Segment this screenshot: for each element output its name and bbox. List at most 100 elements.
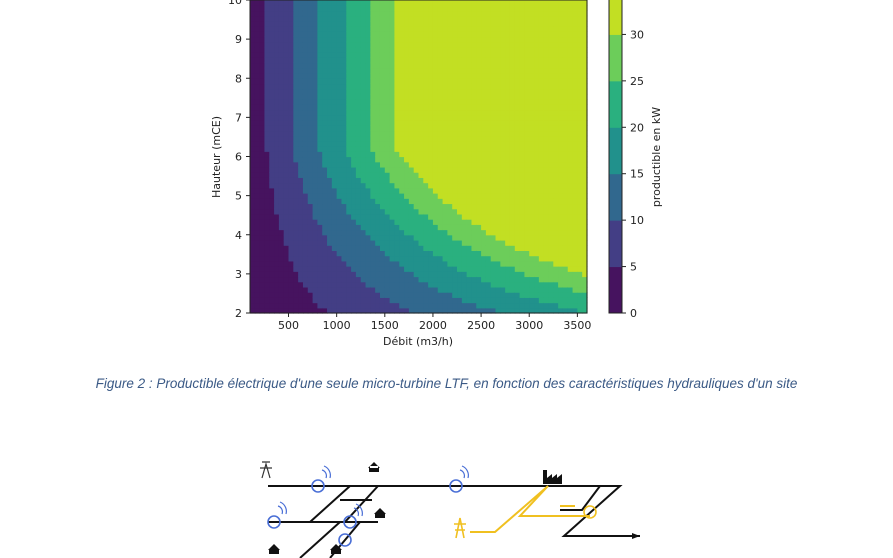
contour-cell [302, 62, 309, 69]
contour-cell [346, 36, 352, 43]
contour-cell [341, 208, 347, 215]
contour-cell [577, 140, 583, 147]
contour-cell [317, 286, 323, 293]
contour-cell [288, 260, 294, 267]
contour-cell [432, 245, 439, 251]
contour-cell [461, 177, 468, 184]
contour-cell [476, 281, 482, 288]
contour-cell [428, 286, 434, 293]
contour-cell [293, 31, 299, 38]
contour-cell [514, 83, 521, 90]
contour-cell [461, 166, 468, 173]
contour-cell [495, 67, 501, 74]
contour-cell [505, 172, 511, 178]
contour-cell [254, 0, 261, 6]
contour-cell [471, 281, 477, 288]
contour-cell [428, 219, 434, 225]
contour-cell [312, 239, 318, 246]
contour-cell [514, 307, 521, 314]
contour-cell [548, 109, 554, 116]
contour-cell [490, 5, 497, 12]
contour-cell [428, 276, 434, 283]
contour-cell [250, 10, 256, 17]
contour-cell [442, 130, 448, 137]
contour-cell [312, 140, 318, 147]
contour-cell [302, 286, 309, 293]
contour-cell [466, 156, 473, 163]
contour-cell [413, 161, 420, 168]
contour-cell [389, 0, 396, 6]
contour-cell [553, 57, 559, 64]
contour-cell [317, 292, 323, 298]
contour-cell [394, 52, 400, 58]
contour-cell [428, 271, 434, 278]
contour-cell [346, 281, 352, 288]
contour-cell [288, 99, 294, 105]
contour-cell [312, 255, 318, 262]
contour-cell [519, 234, 526, 241]
contour-cell [283, 104, 290, 111]
contour-cell [490, 172, 497, 178]
contour-cell [327, 276, 333, 283]
contour-cell [423, 15, 429, 22]
contour-cell [447, 88, 453, 95]
contour-cell [298, 78, 304, 85]
contour-cell [452, 109, 458, 116]
contour-cell [322, 281, 328, 288]
contour-cell [278, 260, 285, 267]
contour-cell [375, 198, 381, 205]
contour-cell [538, 260, 545, 267]
contour-cell [375, 26, 381, 32]
contour-cell [370, 245, 376, 251]
contour-cell [452, 266, 458, 272]
contour-cell [375, 302, 381, 309]
contour-cell [389, 266, 396, 272]
contour-cell [250, 166, 256, 173]
contour-cell [293, 161, 299, 168]
contour-cell [577, 146, 583, 152]
contour-cell [331, 41, 338, 48]
contour-cell [298, 119, 304, 126]
contour-cell [413, 229, 420, 236]
contour-cell [341, 26, 347, 32]
contour-cell [457, 125, 463, 132]
contour-cell [355, 250, 362, 257]
contour-cell [408, 41, 415, 48]
contour-cell [524, 130, 530, 137]
contour-cell [562, 255, 569, 262]
contour-cell [509, 286, 516, 293]
contour-cell [481, 234, 487, 241]
contour-cell [404, 193, 410, 199]
contour-cell [437, 146, 444, 152]
contour-cell [529, 187, 535, 194]
contour-cell [538, 10, 545, 17]
contour-cell [582, 172, 588, 178]
contour-cell [562, 93, 569, 100]
contour-cell [476, 36, 482, 43]
contour-cell [562, 281, 569, 288]
contour-cell [394, 224, 400, 231]
contour-cell [524, 297, 530, 304]
contour-cell [466, 36, 473, 43]
contour-cell [307, 276, 314, 283]
contour-cell [259, 161, 266, 168]
contour-cell [466, 52, 473, 58]
contour-cell [447, 224, 453, 231]
contour-cell [567, 208, 574, 215]
contour-cell [432, 161, 439, 168]
contour-cell [331, 281, 338, 288]
contour-cell [399, 20, 405, 27]
contour-cell [341, 151, 347, 158]
contour-cell [423, 88, 429, 95]
contour-cell [582, 125, 588, 132]
contour-cell [505, 213, 511, 220]
contour-cell [534, 281, 540, 288]
contour-cell [375, 229, 381, 236]
contour-cell [457, 130, 463, 137]
contour-cell [461, 140, 468, 147]
contour-cell [379, 297, 386, 304]
contour-cell [543, 62, 550, 69]
contour-cell [538, 166, 545, 173]
contour-cell [461, 198, 468, 205]
contour-cell [288, 271, 294, 278]
